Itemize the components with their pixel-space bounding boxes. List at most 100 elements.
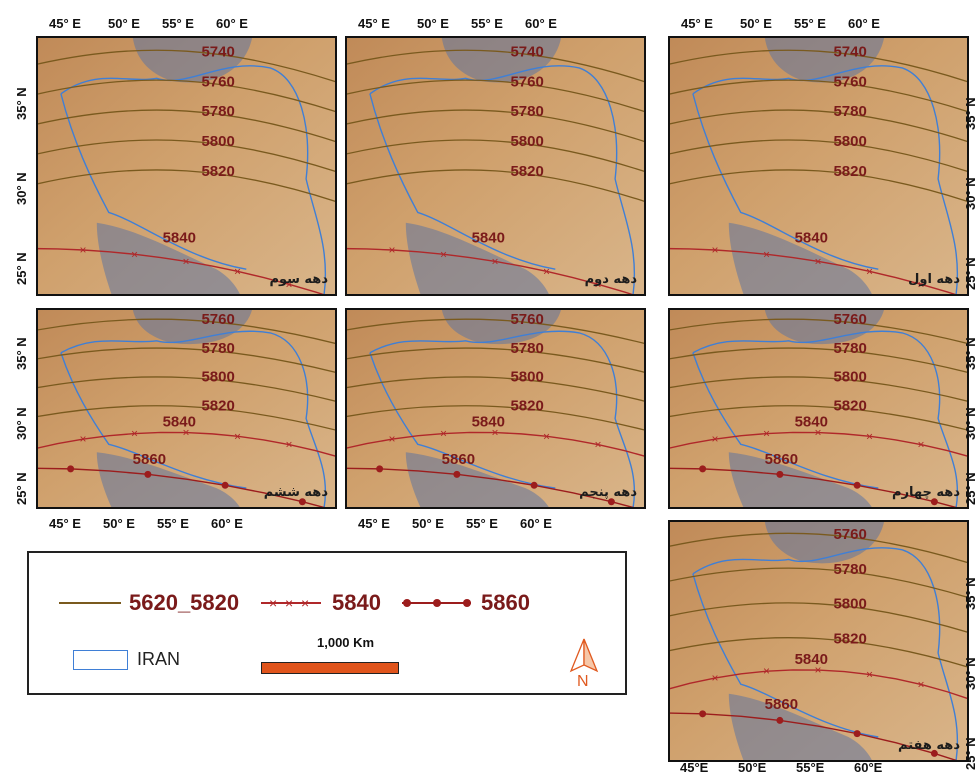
dot-marker bbox=[221, 481, 229, 489]
contour-label: 5740 bbox=[833, 43, 866, 60]
contour-line-5820 bbox=[346, 169, 645, 203]
latitude-label-right: 25° N bbox=[963, 257, 978, 290]
contour-label: 5820 bbox=[201, 397, 234, 414]
iran-border bbox=[692, 547, 959, 761]
longitude-label-bottom: 50° E bbox=[103, 516, 135, 531]
contour-line-5860 bbox=[37, 467, 329, 508]
legend-iran-label: IRAN bbox=[137, 649, 181, 669]
contour-line-5840 bbox=[37, 247, 328, 295]
cross-marker: × bbox=[234, 264, 241, 278]
panel-frame bbox=[668, 36, 969, 296]
longitude-label-top: 60° E bbox=[216, 16, 248, 31]
contour-line-5780 bbox=[346, 109, 645, 143]
cross-marker: × bbox=[918, 438, 925, 452]
cross-marker: × bbox=[815, 663, 822, 677]
longitude-label-bottom: 55° E bbox=[466, 516, 498, 531]
map-panel-p2: 5740 5760 5780 5800 5820 × × × × × × × 5840 دهه دوم bbox=[345, 36, 646, 296]
iran-border bbox=[369, 65, 636, 295]
panel-frame bbox=[668, 520, 969, 762]
cross-marker: × bbox=[866, 668, 873, 682]
contour-label-5860: 5860 bbox=[765, 696, 798, 713]
cross-marker: × bbox=[660, 242, 667, 256]
contour-line-5840 bbox=[669, 247, 960, 295]
panel-title: دهه چهارم bbox=[892, 485, 960, 500]
panel-title: دهه دوم bbox=[585, 272, 638, 287]
longitude-label-panel7: 60°E bbox=[854, 760, 883, 775]
contour-label-5840: 5840 bbox=[795, 651, 828, 668]
longitude-label-bottom: 60° E bbox=[211, 516, 243, 531]
cross-marker: × bbox=[543, 264, 550, 278]
cross-marker: × bbox=[712, 243, 719, 257]
latitude-label-left: 30° N bbox=[14, 172, 29, 205]
caspian-sea bbox=[764, 521, 885, 564]
contour-line-5840 bbox=[346, 247, 637, 295]
cross-marker: × bbox=[595, 438, 602, 452]
contour-line-5800 bbox=[669, 376, 968, 402]
map-panel-p3: 5740 5760 5780 5800 5820 × × × × × × × 5840 دهه اول bbox=[660, 36, 976, 307]
cross-marker: × bbox=[337, 451, 344, 465]
panel-frame bbox=[36, 36, 337, 296]
panel-title: دهه سوم bbox=[269, 272, 328, 287]
contour-line-5840 bbox=[669, 669, 968, 700]
contour-line-5800 bbox=[669, 602, 968, 633]
contour-label: 5820 bbox=[833, 163, 866, 180]
dot-marker bbox=[699, 465, 707, 473]
longitude-label-top: 55° E bbox=[162, 16, 194, 31]
longitude-label-panel7: 55°E bbox=[796, 760, 825, 775]
cross-marker: × bbox=[646, 451, 653, 465]
north-arrow-icon bbox=[569, 638, 599, 673]
latitude-label-left: 30° N bbox=[14, 407, 29, 440]
dot-marker bbox=[453, 470, 461, 478]
cross-marker: × bbox=[543, 429, 550, 443]
contour-label-5840: 5840 bbox=[163, 230, 196, 247]
cross-marker: × bbox=[28, 242, 35, 256]
cross-marker: × bbox=[969, 293, 976, 307]
contour-label: 5820 bbox=[510, 397, 543, 414]
caspian-sea bbox=[764, 37, 885, 83]
iran-border-swatch bbox=[73, 650, 128, 670]
cross-marker: × bbox=[660, 683, 667, 697]
cross-marker: × bbox=[969, 693, 976, 707]
legend-line2-label: 5840 bbox=[332, 590, 381, 615]
contour-label: 5780 bbox=[510, 340, 543, 357]
panel-title: دهه پنجم bbox=[579, 485, 637, 500]
svg-text:×: × bbox=[285, 595, 293, 611]
longitude-label-bottom: 45° E bbox=[49, 516, 81, 531]
cross-marker: × bbox=[815, 426, 822, 440]
dot-marker bbox=[853, 730, 861, 738]
longitude-label-top: 60° E bbox=[525, 16, 557, 31]
contour-line-5760 bbox=[669, 318, 968, 345]
cross-marker: × bbox=[440, 247, 447, 261]
caspian-sea bbox=[764, 309, 885, 345]
contour-line-5840 bbox=[37, 431, 336, 458]
contour-label: 5800 bbox=[201, 369, 234, 386]
contour-line-5820 bbox=[669, 405, 968, 431]
svg-text:×: × bbox=[269, 595, 277, 611]
contour-line-5800 bbox=[346, 376, 645, 402]
contour-label-5840: 5840 bbox=[795, 413, 828, 430]
contour-label-5840: 5840 bbox=[472, 413, 505, 430]
caspian-sea bbox=[441, 37, 562, 83]
contour-line-5780 bbox=[346, 347, 645, 374]
contour-label: 5780 bbox=[833, 561, 866, 578]
panel-title: دهه هفتم bbox=[898, 738, 960, 753]
contour-line-5860 bbox=[669, 712, 961, 761]
contour-label: 5760 bbox=[201, 73, 234, 90]
contour-line-5760 bbox=[37, 318, 336, 345]
dot-marker bbox=[607, 498, 615, 506]
dot-marker bbox=[930, 749, 938, 757]
contour-label: 5820 bbox=[833, 397, 866, 414]
contour-label: 5820 bbox=[510, 163, 543, 180]
longitude-label-bottom: 60° E bbox=[520, 516, 552, 531]
contour-label: 5760 bbox=[510, 311, 543, 328]
cross-marker: × bbox=[712, 432, 719, 446]
cross-marker: × bbox=[389, 432, 396, 446]
cross-marker: × bbox=[286, 277, 293, 291]
panel-frame bbox=[345, 308, 646, 509]
persian-gulf bbox=[728, 693, 873, 761]
cross-marker: × bbox=[763, 247, 770, 261]
latitude-label-right: 30° N bbox=[963, 657, 978, 690]
